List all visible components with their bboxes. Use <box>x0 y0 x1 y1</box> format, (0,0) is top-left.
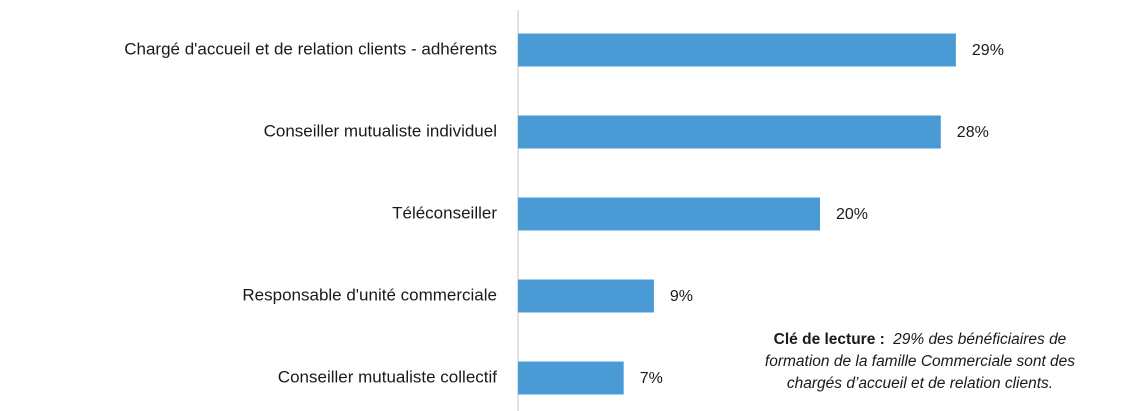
value-label: 20% <box>836 206 868 223</box>
category-label: Conseiller mutualiste individuel <box>264 121 497 140</box>
annotation-line: 29% des bénéficiaires de <box>892 331 1067 348</box>
annotation: Clé de lecture : 29% des bénéficiaires d… <box>774 331 1067 348</box>
bar <box>518 279 654 313</box>
bar <box>518 197 820 231</box>
annotation-line: formation de la famille Commerciale sont… <box>765 353 1075 370</box>
bar <box>518 115 941 149</box>
value-label: 9% <box>670 288 693 305</box>
category-label: Téléconseiller <box>392 203 497 222</box>
annotation-label: Clé de lecture : <box>774 331 885 348</box>
category-label: Responsable d'unité commerciale <box>242 285 497 304</box>
value-label: 28% <box>957 124 989 141</box>
bar <box>518 361 624 395</box>
value-label: 7% <box>640 370 663 387</box>
annotation-line: chargés d’accueil et de relation clients… <box>787 375 1053 392</box>
category-label: Chargé d'accueil et de relation clients … <box>124 39 497 58</box>
bar <box>518 33 956 67</box>
category-label: Conseiller mutualiste collectif <box>278 367 497 386</box>
value-label: 29% <box>972 42 1004 59</box>
